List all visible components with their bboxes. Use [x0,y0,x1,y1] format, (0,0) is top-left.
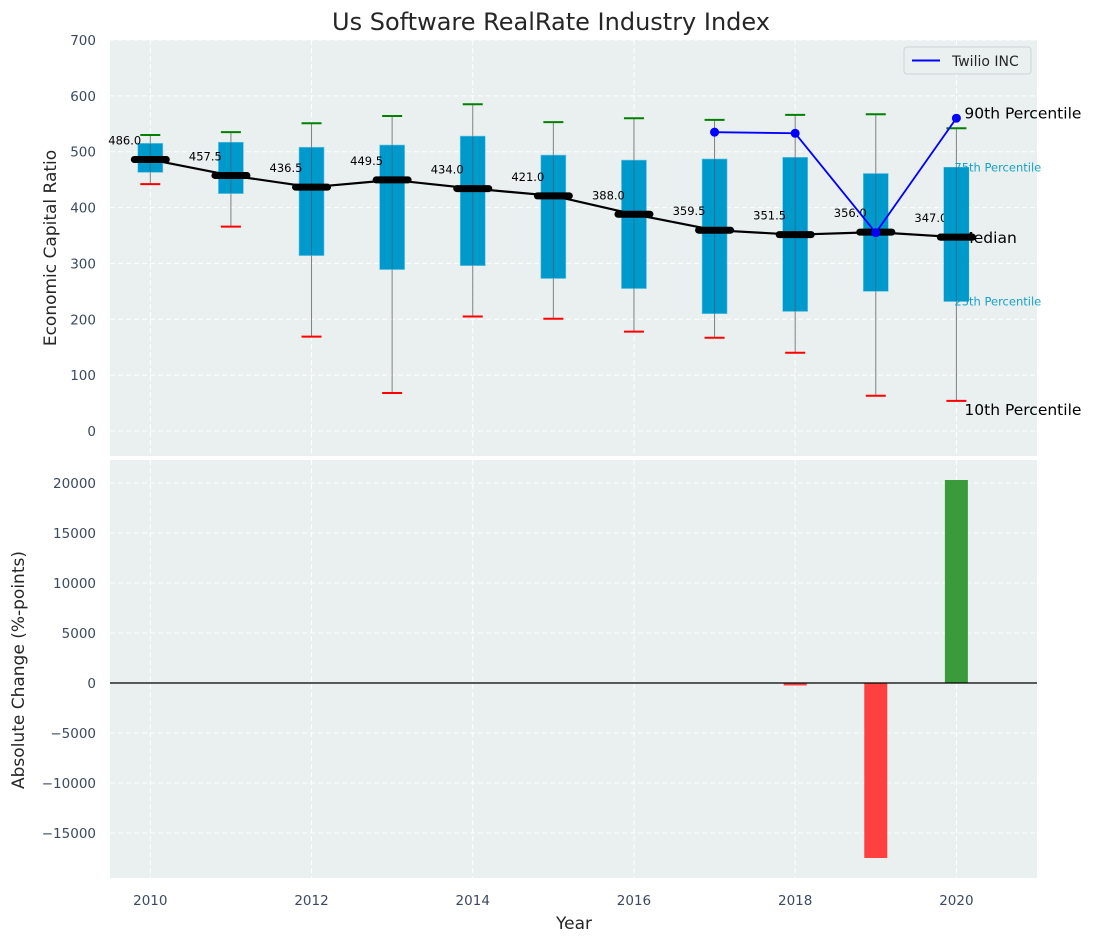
median-value-label: 449.5 [350,154,383,168]
top-plot-background [110,40,1037,456]
median-value-label: 434.0 [431,163,464,177]
median-value-label: 359.5 [673,204,706,218]
y-tick-label: 10000 [53,576,96,592]
annotation-25th: 25th Percentile [954,294,1041,308]
y-tick-label: 20000 [53,476,96,492]
median-value-label: 356.0 [834,206,867,220]
change-bar-2018 [783,683,807,686]
annotation-90th: 90th Percentile [964,104,1081,122]
y-tick-label: 700 [70,33,96,49]
box-2015 [540,121,567,320]
y-tick-label: 0 [87,676,96,692]
x-tick-label: 2016 [617,893,651,909]
bottom-y-axis-label: Absolute Change (%-points) [9,551,29,789]
legend-frame [903,46,1032,75]
y-tick-label: 100 [70,368,96,384]
y-tick-label: 600 [70,89,96,105]
median-value-label: 486.0 [108,134,141,148]
y-tick-label: −15000 [42,826,96,842]
x-tick-label: 2012 [294,893,328,909]
bottom-panel: −15000 −10000 −5000 0 5000 10000 15000 20000 20… [9,460,1037,934]
x-tick-label: 2014 [456,893,490,909]
top-y-axis-label: Economic Capital Ratio [41,150,61,346]
y-tick-label: −10000 [42,776,96,792]
bottom-plot-background [110,460,1037,878]
percentile-annotations: 90th Percentile 75th Percentile Median 25th… [936,104,1081,419]
annotation-10th: 10th Percentile [964,401,1081,419]
twilio-point [871,228,881,238]
twilio-point [790,128,800,138]
y-tick-label: 300 [70,256,96,272]
median-value-label: 347.0 [914,211,947,225]
x-axis-label: Year [555,914,592,934]
x-tick-label: 2020 [939,893,973,909]
box-2014 [459,103,486,318]
top-y-ticks: 0 100 200 300 400 500 600 700 [70,33,96,440]
y-tick-label: 15000 [53,526,96,542]
median-value-label: 421.0 [511,170,544,184]
chart-title: Us Software RealRate Industry Index [332,8,770,36]
y-tick-label: 200 [70,312,96,328]
legend: Twilio INC [903,46,1032,75]
bottom-y-ticks: −15000 −10000 −5000 0 5000 10000 15000 20000 [42,476,96,842]
legend-label: Twilio INC [951,54,1019,70]
change-bar-2020 [944,480,968,683]
y-tick-label: 400 [70,201,96,217]
twilio-series [710,113,961,238]
y-tick-label: 5000 [62,626,96,642]
y-tick-label: 0 [87,424,96,440]
median-value-label: 436.5 [270,161,303,175]
twilio-point [710,127,720,137]
median-value-label: 388.0 [592,188,625,202]
x-ticks: 2010 2012 2014 2016 2018 2020 [133,893,973,909]
box-2016 [621,117,647,333]
box-2012 [298,122,325,338]
top-panel: 0 100 200 300 400 500 600 700 486.0 457.5 436.5 44… [41,33,1081,456]
median-value-label: 457.5 [189,149,222,163]
bar-group [783,480,968,858]
annotation-75th: 75th Percentile [954,160,1041,174]
annotation-median: Median [960,229,1016,247]
twilio-line [714,117,958,235]
y-tick-label: −5000 [50,726,96,742]
y-tick-label: 500 [70,145,96,161]
change-bar-2019 [864,683,888,858]
twilio-point [951,113,961,123]
x-tick-label: 2010 [133,893,167,909]
x-tick-label: 2018 [778,893,812,909]
median-value-label: 351.5 [753,209,786,223]
box-2013 [379,114,405,395]
box-2011 [218,131,244,228]
